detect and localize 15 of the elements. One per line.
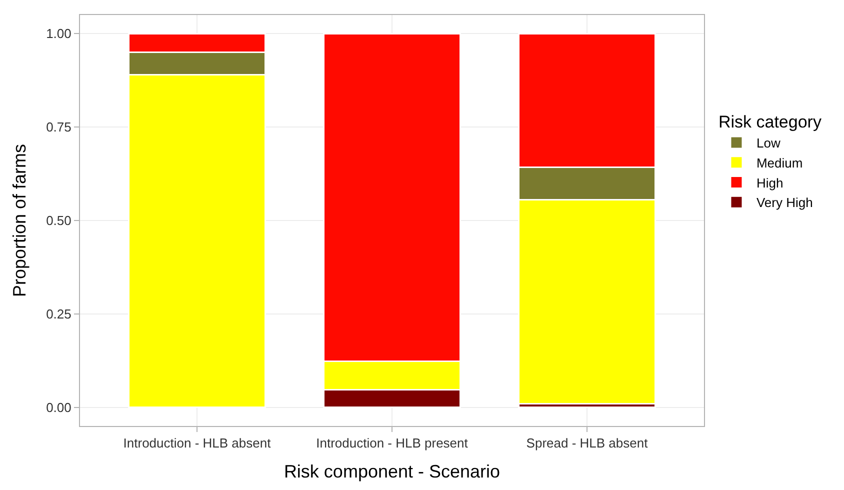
x-tick-label: Introduction - HLB absent bbox=[123, 436, 272, 451]
x-tick-label: Introduction - HLB present bbox=[316, 436, 468, 451]
y-tick-label: 0.25 bbox=[46, 306, 72, 322]
legend-label: Low bbox=[756, 136, 781, 151]
legend-label: Very High bbox=[756, 195, 813, 210]
x-tick-label: Spread - HLB absent bbox=[526, 436, 648, 451]
y-tick-label: 1.00 bbox=[46, 26, 72, 42]
y-tick-label: 0.00 bbox=[46, 400, 72, 415]
legend-label: Medium bbox=[756, 155, 803, 170]
legend-title: Risk category bbox=[718, 112, 822, 132]
y-axis-title: Proportion of farms bbox=[9, 144, 30, 298]
legend-label: High bbox=[756, 175, 784, 190]
x-axis-title: Risk component - Scenario bbox=[284, 462, 500, 482]
y-tick-label: 0.50 bbox=[46, 213, 72, 228]
y-tick-label: 0.75 bbox=[46, 120, 72, 135]
